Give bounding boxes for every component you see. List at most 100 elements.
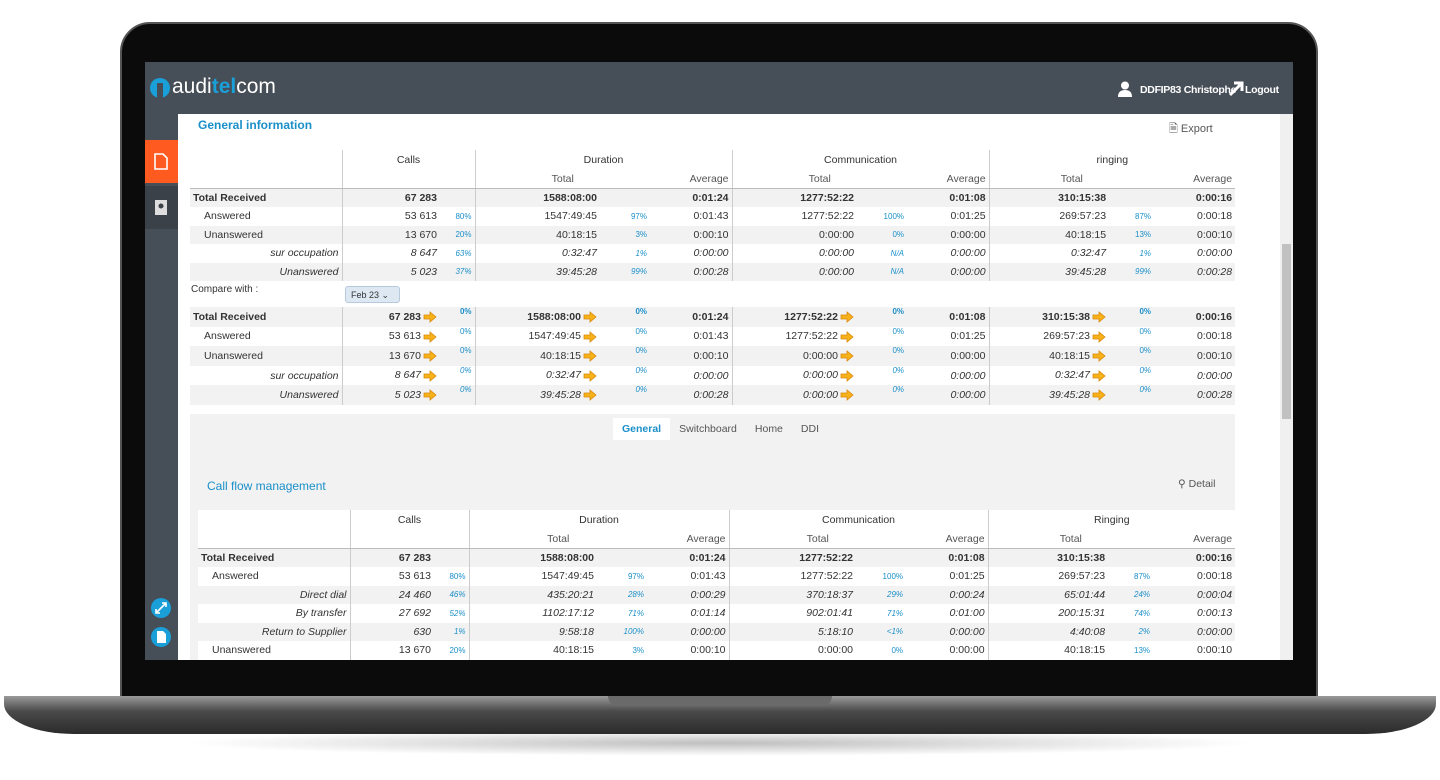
trend-arrow	[840, 369, 854, 382]
trend-arrow	[1092, 330, 1106, 343]
subheader: Total	[988, 170, 1155, 189]
table-row: sur occupation 8 647 63% 0:32:47 1% 0:00:00 0:…	[190, 244, 1235, 263]
table-cell: 0:00:28	[1154, 262, 1236, 281]
table-cell: Unanswered	[212, 644, 271, 657]
subheader: Average	[906, 530, 989, 549]
period-select[interactable]: Feb 23 ⌄	[345, 286, 400, 303]
table-cell: 53 613	[341, 207, 440, 226]
table-cell: 630	[349, 622, 434, 641]
subheader: Total	[728, 530, 907, 549]
table-cell: 0:01:08	[906, 548, 989, 567]
table-cell: 0%	[440, 385, 475, 405]
table-cell: 0:00:28	[1154, 385, 1235, 405]
table-cell: 0%	[1109, 307, 1154, 327]
table-cell: 97%	[627, 571, 644, 581]
table-cell: 24%	[1108, 585, 1154, 604]
table-cell: 0%	[635, 326, 647, 336]
subheader-row: Total Average Total Average Total Average	[198, 530, 1236, 549]
column-header: Duration	[468, 510, 730, 530]
doc-icon[interactable]	[150, 626, 172, 648]
table-cell: 87%	[1134, 571, 1151, 581]
table-cell: 8 647	[341, 365, 440, 386]
trend-arrow	[423, 330, 437, 343]
table-row: Answered 53 613 80% 1547:49:45 97% 0:01:43 127…	[190, 207, 1235, 226]
table-cell: 80%	[449, 571, 466, 581]
table-cell: Total Received	[190, 307, 342, 327]
section-title: General information	[198, 118, 313, 132]
table-cell: 1277:52:22	[731, 326, 857, 347]
nav-icon	[155, 200, 167, 215]
table-row: Total Received 67 283 1588:08:00 0:01:24 127…	[198, 548, 1236, 567]
table-cell: 0%	[600, 307, 650, 327]
tab[interactable]: DDI	[800, 423, 819, 435]
table-cell: 74%	[1134, 608, 1151, 618]
table-cell: 1277:52:22	[728, 567, 857, 586]
column-header: Duration	[474, 150, 733, 170]
table-cell: 8 647	[341, 244, 440, 263]
table-cell: 100%	[597, 622, 647, 641]
tab[interactable]: General	[613, 418, 671, 440]
table-cell: 99%	[1109, 262, 1155, 281]
table-cell: 20%	[449, 645, 466, 655]
table-cell: 1277:52:22	[731, 207, 858, 226]
trend-arrow	[1092, 311, 1106, 323]
tab-bar	[190, 414, 1235, 440]
table-cell: 269:57:23	[987, 567, 1109, 586]
laptop-shadow	[180, 730, 1260, 756]
table-cell: 0:00:10	[1197, 644, 1233, 657]
table-cell: 0:00:16	[1154, 307, 1235, 327]
table-cell	[1109, 188, 1155, 207]
table-cell: 2%	[1108, 622, 1154, 641]
logo: auditelcom	[172, 75, 276, 99]
expand-icon[interactable]	[150, 597, 172, 619]
table-cell: 0%	[440, 346, 475, 366]
table-cell: 0%	[440, 307, 475, 327]
table-cell: 28%	[597, 585, 647, 604]
table-cell: 370:18:37	[728, 585, 857, 604]
tab[interactable]: Home	[754, 423, 783, 435]
export[interactable]: 🗎 Export	[1169, 123, 1213, 135]
table-cell: 0:00:18	[1197, 570, 1233, 583]
logo-part: com	[236, 75, 276, 98]
scroll-thumb[interactable]	[1282, 244, 1291, 419]
nav-active[interactable]	[145, 140, 178, 183]
nav-item[interactable]	[145, 186, 178, 229]
detail[interactable]: ⚲ Detail	[1178, 478, 1216, 490]
table-cell: 13 670	[341, 346, 440, 366]
table-cell: 0:00:10	[650, 346, 732, 366]
table-row: Unanswered 13 670 20% 40:18:15 3% 0:00:10 0:00…	[190, 225, 1236, 244]
table-cell: 40:18:15	[988, 346, 1109, 366]
table-cell: 1588:08:00	[468, 548, 597, 567]
table-cell: Answered	[204, 210, 251, 223]
table-cell: 0:00:00	[731, 244, 858, 263]
table-cell: 40:18:15	[987, 641, 1109, 660]
table-cell: 0:00:00	[728, 641, 857, 660]
data-table: Total Received 67 283 0% 1588:08:00 0% 0:01:2…	[190, 307, 1236, 405]
table-cell: 13 670	[341, 225, 440, 244]
table-wrap: Total Received 67 283 0% 1588:08:00 0% 0:01:2…	[190, 307, 1236, 405]
table-cell: 0%	[1109, 385, 1154, 405]
table-cell: 67 283	[341, 307, 440, 327]
table-cell	[597, 548, 647, 567]
table-cell: 1%	[434, 622, 469, 641]
subheader: Average	[647, 530, 730, 549]
table-cell: 40:18:15	[474, 225, 600, 244]
tab[interactable]: Switchboard	[679, 423, 737, 435]
table-cell: 5:18:10	[728, 622, 857, 641]
scrollbar[interactable]	[1280, 114, 1293, 660]
logo-icon	[150, 78, 170, 99]
table-cell: sur occupation	[270, 369, 339, 382]
table-cell: 1102:17:12	[468, 604, 597, 623]
column-header: Calls	[349, 510, 469, 530]
logout[interactable]: Logout	[1245, 84, 1279, 96]
table-cell: 0:01:25	[950, 210, 986, 223]
table-cell: 1547:49:45	[474, 326, 600, 347]
table-cell: 40:18:15	[468, 641, 597, 660]
table-cell: 0:00:00	[731, 385, 857, 405]
table-cell: 1%	[1139, 248, 1152, 258]
table-cell: 0:01:43	[693, 210, 729, 223]
trend-arrow	[583, 350, 597, 362]
sidebar	[145, 114, 178, 660]
trend-arrow	[840, 311, 854, 323]
table-cell: 0:00:00	[1153, 622, 1236, 641]
